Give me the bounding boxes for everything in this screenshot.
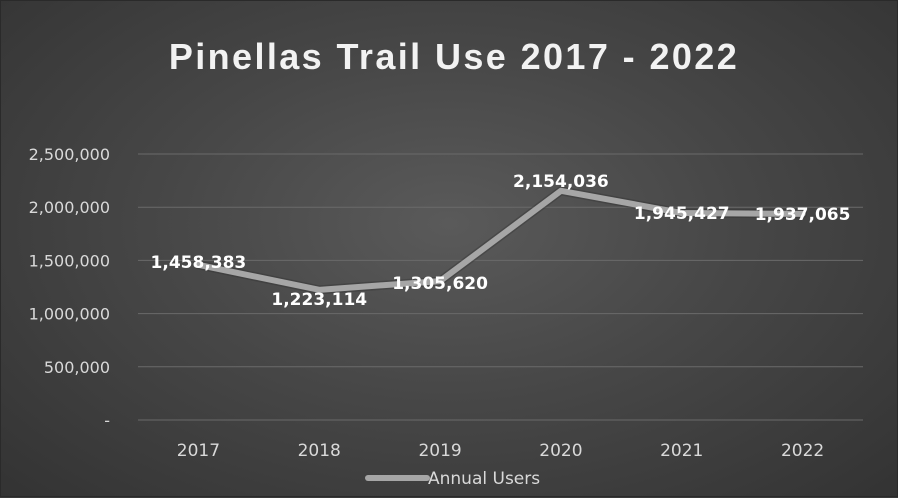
y-axis-ticks: - 500,000 1,000,000 1,500,000 2,000,000 2,500… xyxy=(29,145,110,430)
x-tick-label: 2018 xyxy=(298,441,341,461)
y-tick-label: 1,500,000 xyxy=(29,251,110,270)
y-tick-label: 2,500,000 xyxy=(29,145,110,164)
series-line xyxy=(195,187,806,293)
data-labels: 1,458,383 1,223,114 1,305,620 2,154,036 1,94… xyxy=(151,172,851,310)
legend: Annual Users xyxy=(365,469,540,489)
data-label: 1,458,383 xyxy=(151,253,247,273)
y-tick-label: - xyxy=(104,411,110,430)
y-tick-label: 500,000 xyxy=(44,358,110,377)
x-tick-label: 2019 xyxy=(418,441,461,461)
data-label: 1,937,065 xyxy=(755,205,851,225)
chart-title: Pinellas Trail Use 2017 - 2022 xyxy=(169,36,739,77)
legend-label: Annual Users xyxy=(428,469,540,489)
x-tick-label: 2017 xyxy=(177,441,220,461)
data-label: 1,305,620 xyxy=(392,274,488,294)
data-label: 2,154,036 xyxy=(513,172,609,192)
y-tick-label: 1,000,000 xyxy=(29,305,110,324)
data-label: 1,223,114 xyxy=(271,290,367,310)
x-tick-label: 2020 xyxy=(539,441,582,461)
x-axis-ticks: 2017 2018 2019 2020 2021 2022 xyxy=(177,441,824,461)
gridlines xyxy=(138,153,863,421)
x-tick-label: 2022 xyxy=(781,441,824,461)
series-lines xyxy=(193,186,808,295)
x-tick-label: 2021 xyxy=(660,441,703,461)
y-tick-label: 2,000,000 xyxy=(29,198,110,217)
data-label: 1,945,427 xyxy=(634,204,730,224)
